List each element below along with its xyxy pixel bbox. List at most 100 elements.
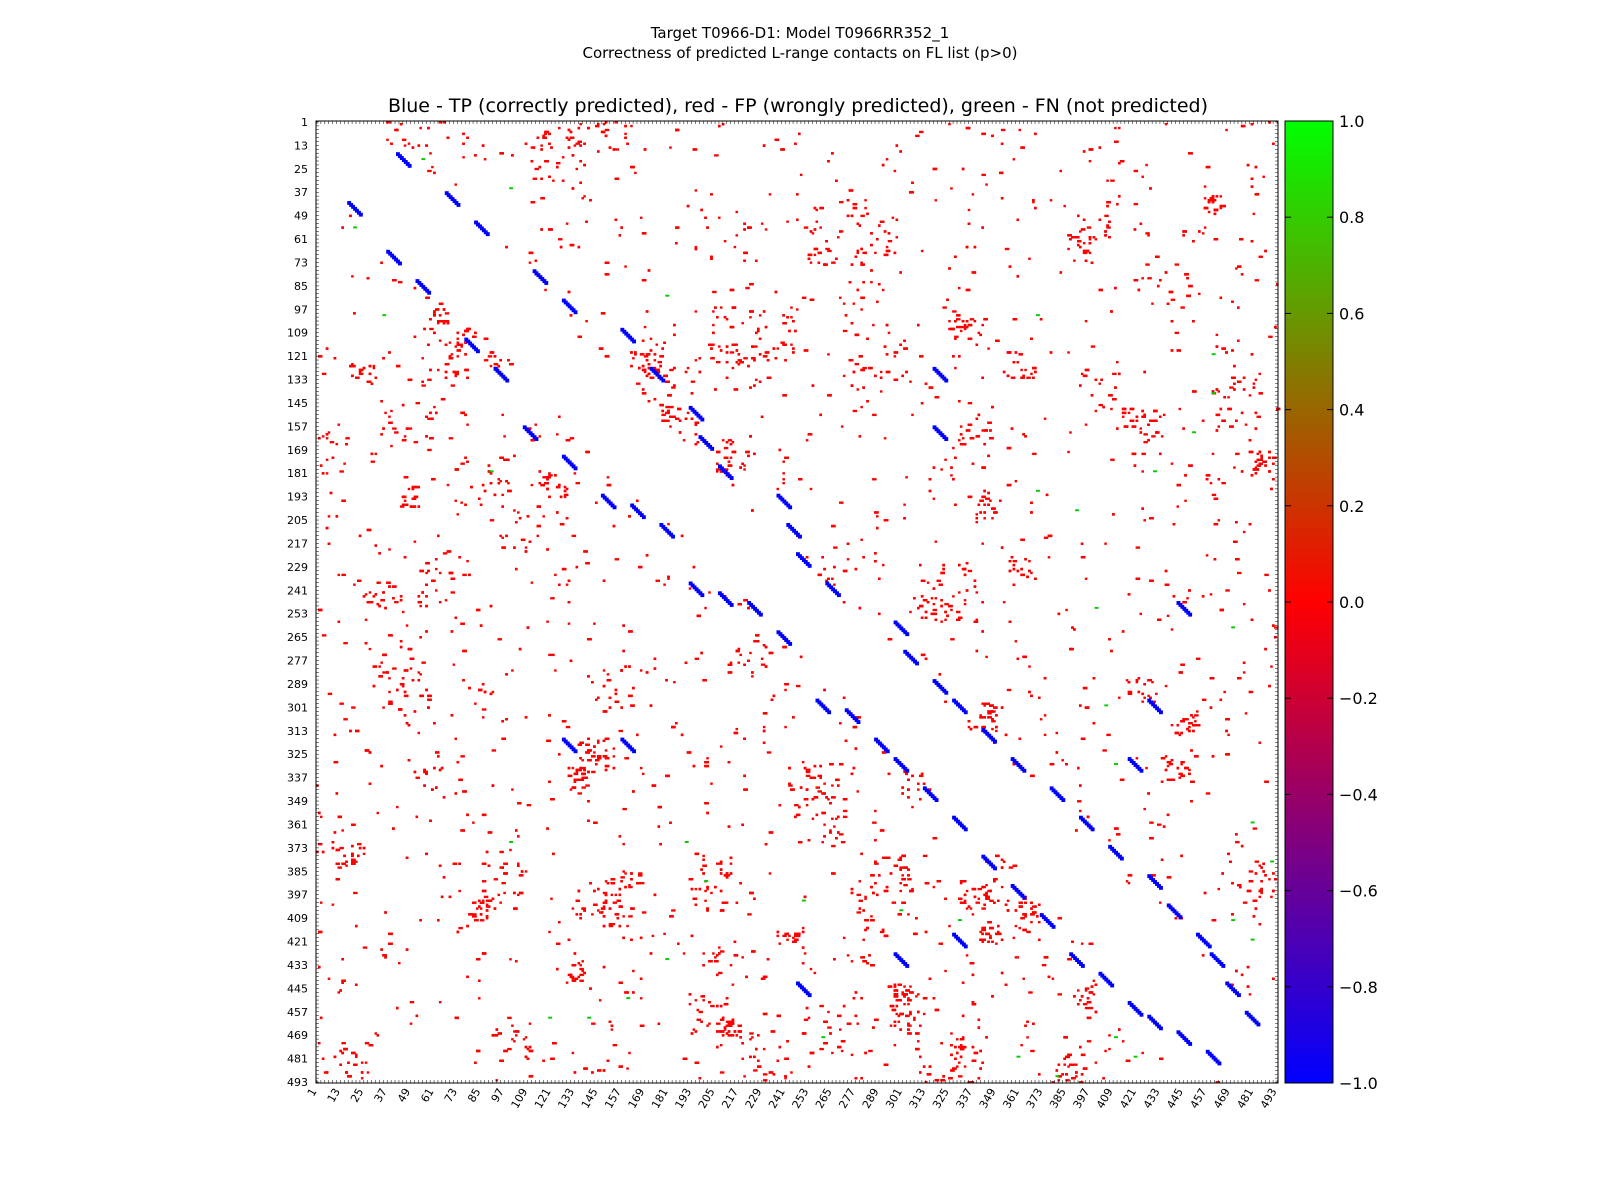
fp-contact-mark [1067, 1065, 1070, 1068]
fp-contact-mark [458, 926, 463, 930]
fp-contact-mark [1116, 361, 1119, 364]
fp-contact-mark [628, 884, 631, 887]
fp-contact-mark [827, 1010, 830, 1014]
fp-contact-mark [319, 843, 323, 846]
fp-contact-mark [671, 386, 676, 389]
fp-contact-mark [503, 435, 506, 438]
fp-contact-mark [485, 905, 489, 908]
fp-contact-mark [394, 601, 399, 604]
fp-contact-mark [1094, 409, 1098, 413]
fp-contact-mark [985, 655, 988, 659]
fp-contact-mark [1180, 772, 1183, 776]
fp-contact-mark [893, 1044, 897, 1047]
fp-contact-mark [1006, 899, 1010, 902]
fp-contact-mark [727, 460, 731, 463]
fp-contact-mark [528, 261, 532, 264]
fp-contact-mark [655, 579, 660, 582]
fp-contact-mark [948, 327, 951, 331]
fp-contact-mark [790, 316, 793, 319]
fp-contact-mark [403, 144, 407, 147]
fp-contact-mark [891, 901, 897, 904]
fp-contact-mark [575, 482, 580, 485]
fp-contact-mark [1164, 684, 1168, 688]
fp-contact-mark [318, 843, 321, 846]
fp-contact-mark [378, 665, 381, 668]
fp-contact-mark [831, 577, 834, 580]
fp-contact-mark [556, 162, 561, 165]
fp-contact-mark [569, 437, 575, 440]
fp-contact-mark [723, 240, 727, 243]
fp-contact-mark [485, 917, 489, 920]
fp-contact-mark [388, 548, 391, 551]
fp-contact-mark [399, 505, 405, 508]
fp-contact-mark [1256, 415, 1261, 418]
fp-contact-mark [585, 320, 588, 323]
fp-contact-mark [1039, 718, 1043, 721]
fp-contact-mark [729, 862, 733, 865]
fp-contact-mark [1032, 201, 1035, 204]
fp-contact-mark [483, 158, 487, 161]
fp-contact-mark [952, 446, 955, 450]
fp-contact-mark [963, 899, 967, 902]
fp-contact-mark [1121, 415, 1125, 418]
fp-contact-mark [1176, 505, 1180, 508]
fp-contact-mark [959, 329, 963, 333]
fp-contact-mark [1244, 423, 1248, 426]
fp-contact-mark [1248, 690, 1252, 694]
fp-contact-mark [714, 154, 719, 157]
fp-contact-mark [499, 850, 504, 854]
fp-contact-mark [782, 482, 785, 485]
fp-contact-mark [788, 784, 793, 787]
fp-contact-mark [959, 882, 963, 885]
fp-contact-mark [364, 1042, 370, 1045]
fp-contacts-layer [316, 121, 1281, 1084]
fp-contact-mark [628, 915, 633, 918]
fp-contact-mark [958, 1075, 963, 1078]
fp-contact-mark [466, 560, 469, 563]
fp-contact-mark [442, 552, 448, 555]
fp-contact-mark [1151, 435, 1156, 438]
fp-contact-mark [809, 967, 813, 971]
fp-contact-mark [1203, 185, 1207, 188]
fp-contact-mark [509, 848, 512, 852]
fp-contact-mark [667, 577, 670, 580]
fp-contact-mark [1098, 403, 1103, 407]
fp-contact-mark [1198, 292, 1201, 296]
fp-contact-mark [907, 1014, 910, 1018]
fp-contact-mark [341, 829, 344, 832]
fp-contact-mark [995, 942, 998, 945]
fp-contact-mark [364, 1061, 368, 1064]
fp-contact-mark [983, 517, 986, 520]
fp-contact-mark [1065, 608, 1068, 612]
fp-contact-mark [839, 1028, 842, 1031]
fp-contact-mark [760, 222, 764, 225]
fp-contact-mark [725, 1020, 731, 1023]
fp-contact-mark [1219, 206, 1223, 210]
fp-contact-mark [454, 737, 458, 740]
fp-contact-mark [534, 423, 538, 426]
fp-contact-mark [460, 778, 463, 781]
fp-contact-mark [1147, 694, 1150, 698]
fp-contact-mark [969, 907, 973, 910]
fp-contact-mark [831, 817, 834, 820]
fp-contact-mark [755, 378, 758, 381]
fp-contact-mark [579, 967, 584, 971]
fp-contact-mark [694, 359, 698, 362]
fp-contact-mark [975, 591, 979, 594]
fp-contact-mark [548, 474, 553, 477]
fp-contact-mark [788, 934, 791, 938]
fp-contact-mark [725, 874, 731, 877]
fp-contact-mark [386, 138, 389, 141]
fp-contact-mark [963, 599, 967, 602]
fp-contact-mark [481, 880, 487, 883]
fp-contact-mark [1194, 720, 1197, 723]
fp-contact-mark [456, 355, 460, 358]
fp-contact-mark [1012, 560, 1018, 563]
fp-contact-mark [413, 441, 419, 444]
fp-contact-mark [1110, 407, 1113, 411]
fp-contact-mark [901, 993, 904, 996]
fp-contact-mark [1258, 255, 1263, 258]
fp-contact-mark [842, 936, 846, 940]
fp-contact-mark [636, 382, 641, 385]
fp-contact-mark [438, 339, 442, 342]
